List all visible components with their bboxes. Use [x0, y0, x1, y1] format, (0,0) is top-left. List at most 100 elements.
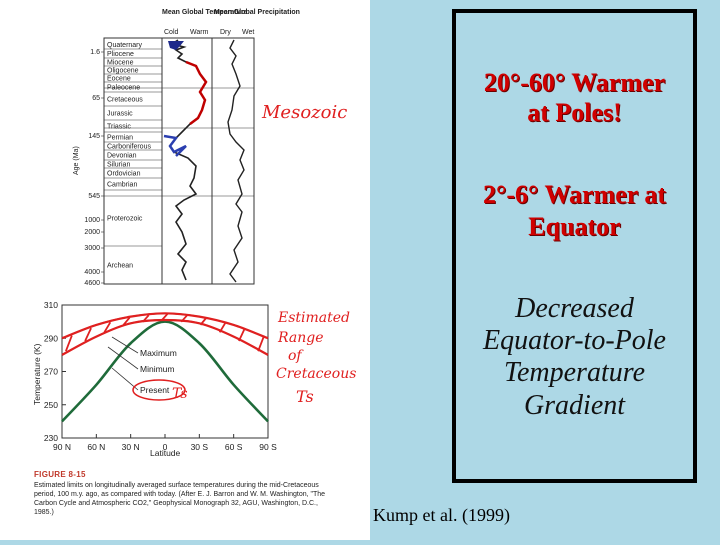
- gradient-line-4: Gradient: [523, 390, 626, 421]
- range-hatch-mark: [257, 335, 265, 352]
- y-tick-label: 270: [44, 367, 58, 377]
- x-axis-label: Latitude: [150, 448, 181, 458]
- handwritten-line-3: of: [288, 348, 304, 364]
- y-axis-label: Temperature (K): [32, 343, 42, 405]
- era-label: Jurassic: [107, 111, 133, 118]
- era-label: Miocene: [107, 60, 134, 67]
- cold-excursion-highlight: [163, 134, 187, 157]
- handwritten-line-4: Cretaceous: [276, 366, 356, 382]
- x-tick-label: 60 N: [87, 442, 105, 452]
- x-tick-label: 60 S: [225, 442, 243, 452]
- legend-max-leader: [111, 336, 139, 354]
- present-circle: [132, 379, 186, 401]
- precip-wet-label: Wet: [242, 29, 254, 36]
- y-tick-label: 290: [44, 333, 58, 343]
- mesozoic-temperature-highlight: [185, 60, 208, 125]
- figure-svg: Mean Global Temperature Mean Global Prec…: [32, 9, 356, 458]
- gradient-line-3: Temperature: [503, 357, 646, 388]
- range-upper-red: [61, 312, 269, 340]
- era-label: Archean: [107, 263, 133, 270]
- era-rows: Quaternary Pliocene MioceneOligoceneEocene…: [104, 42, 254, 270]
- range-hatch-mark: [84, 327, 92, 342]
- quaternary-cold-marker: [168, 41, 184, 50]
- poles-line-1: 20°-60° Warmer: [483, 68, 666, 97]
- age-tick-label: 4000: [84, 269, 100, 276]
- handwritten-line-1: Estimated: [277, 310, 350, 326]
- figure-number: FIGURE 8-15: [34, 470, 86, 479]
- range-hatch-mark: [218, 321, 227, 333]
- col-header-temp: Mean Global Temperature: [162, 9, 248, 16]
- age-tick-label: 4600: [84, 280, 100, 287]
- age-tick-label: 145: [88, 133, 100, 140]
- present-ts-label: Ts: [172, 386, 188, 402]
- temp-cold-label: Cold: [164, 29, 179, 36]
- figure-panel: Mean Global Temperature Mean Global Prec…: [0, 0, 370, 540]
- gradient-line-1: Decreased: [515, 293, 634, 324]
- era-label: Quaternary: [107, 42, 143, 49]
- age-tick-label: 3000: [84, 245, 100, 252]
- mesozoic-handwritten-label: Mesozoic: [261, 102, 347, 123]
- era-label: Oligocene: [107, 68, 139, 75]
- era-label: Cretaceous: [107, 97, 143, 104]
- range-hatch-mark: [122, 317, 131, 326]
- era-label: Proterozoic: [107, 216, 143, 223]
- range-hatch-mark: [180, 314, 188, 323]
- range-hatch-mark: [142, 314, 150, 323]
- range-hatch-mark: [238, 327, 246, 342]
- estimated-range-hatch: [61, 312, 269, 356]
- precipitation-curve: [227, 39, 245, 283]
- y-tick-label: 310: [44, 300, 58, 310]
- age-ticks: 1.6 65 145 545 1000 2000 3000 4000 4600: [84, 49, 104, 287]
- era-label: Devonian: [107, 153, 137, 160]
- x-tick-label: 90 N: [53, 442, 71, 452]
- citation: Kump et al. (1999): [373, 505, 510, 525]
- series-present-line: [61, 320, 269, 423]
- handwritten-line-2: Range: [277, 330, 323, 346]
- legend-maximum: Maximum: [140, 348, 177, 358]
- precip-dry-label: Dry: [220, 29, 231, 36]
- estimated-range-handwritten: Estimated Range of Cretaceous Ts: [276, 310, 356, 406]
- age-tick-label: 65: [92, 95, 100, 102]
- age-tick-label: 1000: [84, 217, 100, 224]
- range-lower-red: [61, 318, 269, 356]
- y-tick-label: 250: [44, 400, 58, 410]
- col-header-precip: Mean Global Precipitation: [214, 9, 300, 16]
- legend-minimum: Minimum: [140, 364, 174, 374]
- poles-line-2: at Poles!: [527, 98, 622, 127]
- age-tick-label: 2000: [84, 229, 100, 236]
- range-hatch-mark: [161, 312, 169, 321]
- equator-line-2: Equator: [528, 212, 621, 241]
- era-label: Silurian: [107, 162, 130, 169]
- range-hatch-mark: [199, 317, 208, 326]
- age-tick-label: 545: [88, 193, 100, 200]
- figure-caption: FIGURE 8-15 Estimated limits on longitud…: [34, 470, 334, 517]
- x-tick-label: 90 S: [259, 442, 277, 452]
- era-label: Eocene: [107, 76, 131, 83]
- range-hatch-mark: [65, 335, 73, 352]
- x-tick-label: 30 N: [122, 442, 140, 452]
- temp-warm-label: Warm: [190, 29, 209, 36]
- era-label: Triassic: [107, 124, 131, 131]
- x-tick-label: 30 S: [191, 442, 209, 452]
- equator-line-1: 2°-6° Warmer at: [482, 180, 666, 209]
- x-tick-label: 0: [163, 442, 168, 452]
- legend-present-leader: [111, 367, 139, 391]
- legend-present: Present: [140, 385, 170, 395]
- gradient-line-2: Equator-to-Pole: [483, 325, 666, 356]
- era-label: Permian: [107, 135, 133, 142]
- age-tick-label: 1.6: [90, 49, 100, 56]
- era-label: Carboniferous: [107, 144, 151, 151]
- caption-text: Estimated limits on longitudinally avera…: [34, 482, 326, 516]
- y-tick-label: 230: [44, 433, 58, 443]
- key-points-box: 20°-60° Warmer at Poles! 2°-6° Warmer at…: [452, 9, 697, 483]
- age-axis-label: Age (Ma): [73, 146, 80, 175]
- range-hatch-mark: [103, 321, 112, 333]
- legend-min-leader: [107, 346, 139, 370]
- era-label: Cambrian: [107, 182, 137, 189]
- era-label: Pliocene: [107, 51, 134, 58]
- timescale-frame: [103, 37, 255, 285]
- era-label: Ordovician: [107, 171, 141, 178]
- handwritten-line-5: Ts: [296, 387, 314, 406]
- x-ticks: 90 N 60 N 30 N 0 30 S 60 S 90 S: [53, 434, 277, 452]
